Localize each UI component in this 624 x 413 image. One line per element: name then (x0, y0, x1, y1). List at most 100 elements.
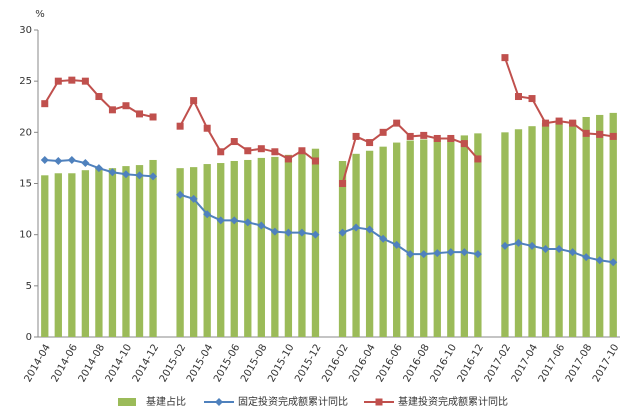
marker (582, 129, 590, 137)
bar (460, 135, 469, 337)
legend-label: 基建投资完成额累计同比 (398, 395, 508, 408)
marker (500, 241, 509, 250)
marker (122, 102, 130, 110)
marker (244, 147, 252, 155)
marker (339, 180, 347, 187)
marker (176, 190, 185, 199)
legend-swatch (118, 398, 136, 406)
marker (298, 147, 306, 155)
bar (217, 163, 225, 337)
marker (81, 77, 89, 85)
marker (176, 122, 184, 130)
bar (257, 157, 265, 337)
x-tick-label: 2016-10 (429, 343, 459, 385)
marker (216, 216, 225, 225)
marker (528, 241, 537, 250)
marker (582, 253, 591, 262)
marker (352, 132, 360, 140)
x-tick-label: 2016-08 (402, 343, 432, 385)
marker (149, 172, 158, 181)
marker (257, 221, 266, 230)
bar (338, 160, 347, 337)
bar (528, 126, 536, 338)
marker (473, 250, 482, 259)
marker (271, 148, 279, 156)
marker (40, 155, 49, 164)
bar (365, 150, 374, 337)
marker (203, 124, 211, 132)
x-tick-label: 2016-02 (320, 343, 350, 385)
marker (379, 234, 388, 243)
bar (284, 154, 293, 337)
bar (433, 138, 441, 337)
x-tick-label: 2015-04 (185, 343, 215, 385)
marker (514, 93, 522, 101)
marker (217, 148, 225, 156)
x-tick-label: 2016-06 (374, 343, 404, 385)
marker (136, 110, 144, 118)
marker (420, 131, 428, 139)
marker (81, 159, 90, 168)
bar (474, 133, 482, 337)
bar (596, 114, 604, 337)
marker (135, 171, 144, 180)
bar (298, 150, 306, 337)
bar (230, 160, 238, 337)
x-tick-label: 2017-10 (591, 343, 621, 385)
bar (568, 120, 577, 337)
marker (230, 138, 238, 146)
y-tick-label: 25 (19, 76, 32, 87)
x-tick-label: 2017-06 (537, 343, 567, 385)
bar (189, 167, 198, 337)
bar (81, 170, 90, 337)
legend-label: 基建占比 (146, 395, 186, 408)
marker (190, 97, 198, 105)
marker (230, 216, 239, 225)
x-tick-label: 2017-08 (564, 343, 594, 385)
marker (149, 113, 157, 121)
marker (94, 164, 103, 173)
marker (433, 134, 441, 142)
marker (447, 134, 455, 142)
bar (447, 137, 455, 337)
marker (392, 240, 401, 249)
y-tick-label: 0 (26, 332, 32, 343)
bar (311, 148, 320, 337)
marker (189, 194, 198, 203)
marker (284, 155, 292, 163)
bar (68, 173, 76, 337)
bar (244, 159, 252, 337)
bar (149, 159, 157, 337)
marker (393, 119, 401, 127)
marker (379, 128, 387, 136)
marker (311, 157, 319, 165)
marker (406, 132, 414, 140)
marker (474, 155, 482, 163)
bar (501, 132, 509, 337)
bar (393, 142, 401, 337)
x-tick-label: 2014-10 (104, 343, 134, 385)
marker (95, 93, 103, 101)
bar (352, 153, 360, 337)
marker (108, 106, 116, 114)
bar (406, 140, 414, 337)
legend-marker (215, 398, 223, 406)
bar (541, 123, 550, 337)
marker (365, 225, 374, 234)
marker (541, 244, 550, 253)
marker (41, 100, 49, 108)
x-tick-label: 2015-06 (212, 343, 242, 385)
marker (352, 223, 361, 232)
y-unit: % (35, 9, 45, 20)
bar (609, 112, 617, 337)
marker (243, 218, 252, 227)
x-tick-label: 2015-10 (266, 343, 296, 385)
bar (271, 156, 279, 337)
marker (284, 228, 293, 237)
marker (609, 258, 618, 267)
marker (596, 130, 604, 138)
x-tick-label: 2016-12 (456, 343, 486, 385)
marker (446, 248, 455, 257)
marker (54, 77, 62, 85)
